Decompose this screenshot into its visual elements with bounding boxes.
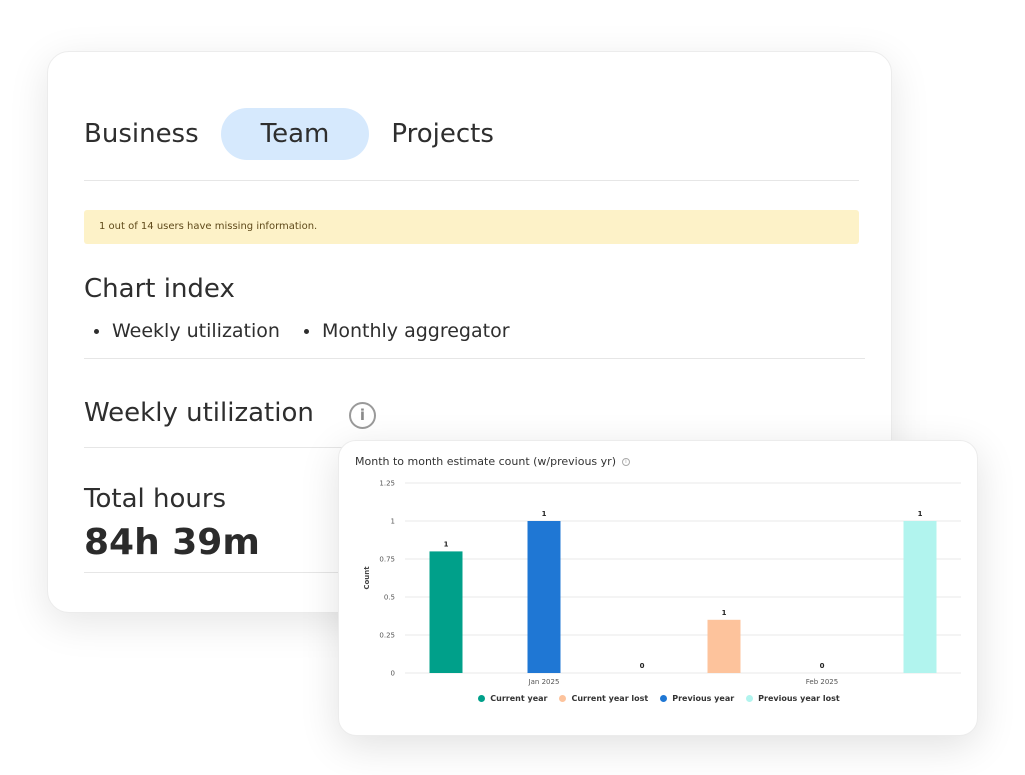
y-tick-label: 0.75 — [379, 556, 395, 564]
data-label: 1 — [722, 609, 727, 617]
tab-business[interactable]: Business — [84, 119, 199, 149]
chart-index-list: Weekly utilization Monthly aggregator — [94, 320, 534, 342]
estimate-count-chart-card: 0 0.25 0.5 0.75 1 1.25 Count Jan 2025 1 1 0 Feb 202… — [338, 440, 978, 736]
legend-swatch — [660, 695, 668, 702]
legend-item[interactable]: Previous year — [660, 694, 734, 703]
legend-label: Current year — [490, 694, 548, 703]
bar-chart: 0 0.25 0.5 0.75 1 1.25 Count Jan 2025 1 1 0 Feb 202… — [363, 480, 961, 686]
x-tick-label: Jan 2025 — [528, 678, 560, 686]
legend-item[interactable]: Current year lost — [559, 694, 648, 703]
legend-item[interactable]: Previous year lost — [746, 694, 840, 703]
section-divider — [84, 572, 384, 573]
chart-title: Month to month estimate count (w/previou… — [355, 455, 616, 468]
y-tick-label: 0 — [391, 670, 395, 678]
legend-label: Current year lost — [571, 694, 649, 703]
bar — [903, 521, 937, 673]
chart-legend: Current year Current year lost Previous ye… — [339, 694, 979, 703]
total-hours-value: 84h 39m — [84, 522, 260, 563]
legend-swatch — [559, 695, 567, 702]
bar — [429, 551, 463, 673]
section-divider — [84, 447, 384, 448]
y-axis-label: Count — [363, 566, 371, 590]
y-tick-label: 0.5 — [384, 594, 395, 602]
total-hours-label: Total hours — [84, 484, 227, 514]
bullet-icon — [94, 328, 99, 334]
chart-title-row: Month to month estimate count (w/previou… — [355, 455, 630, 468]
chart-index-item-label: Weekly utilization — [112, 320, 280, 342]
tab-projects[interactable]: Projects — [391, 119, 494, 149]
chart-index-item-label: Monthly aggregator — [321, 320, 510, 342]
legend-item[interactable]: Current year — [478, 694, 547, 703]
info-icon[interactable]: i — [622, 457, 630, 466]
legend-label: Previous year lost — [758, 694, 840, 703]
legend-swatch — [478, 695, 486, 702]
chart-index-item-monthly[interactable]: Monthly aggregator — [303, 320, 510, 342]
data-label: 1 — [918, 510, 923, 518]
tab-bar: Business Team Projects — [84, 108, 516, 160]
y-tick-label: 0.25 — [379, 632, 395, 640]
bar — [707, 619, 741, 673]
tabs-divider — [84, 180, 859, 181]
y-tick-label: 1 — [391, 518, 395, 526]
info-icon[interactable]: i — [349, 402, 376, 429]
y-tick-label: 1.25 — [379, 480, 395, 488]
data-label: 1 — [444, 540, 449, 548]
bullet-icon — [303, 328, 309, 334]
legend-label: Previous year — [672, 694, 735, 703]
legend-swatch — [746, 695, 754, 702]
tab-team[interactable]: Team — [220, 108, 370, 160]
missing-info-alert: 1 out of 14 users have missing informati… — [84, 210, 859, 244]
x-tick-label: Feb 2025 — [806, 678, 838, 686]
data-label: 1 — [542, 510, 547, 518]
bar — [527, 521, 561, 673]
chart-index-item-weekly[interactable]: Weekly utilization — [94, 320, 280, 342]
weekly-utilization-title: Weekly utilization — [84, 398, 314, 428]
section-divider — [84, 358, 865, 359]
chart-index-title: Chart index — [84, 274, 235, 304]
data-label: 0 — [820, 662, 825, 670]
data-label: 0 — [640, 662, 645, 670]
